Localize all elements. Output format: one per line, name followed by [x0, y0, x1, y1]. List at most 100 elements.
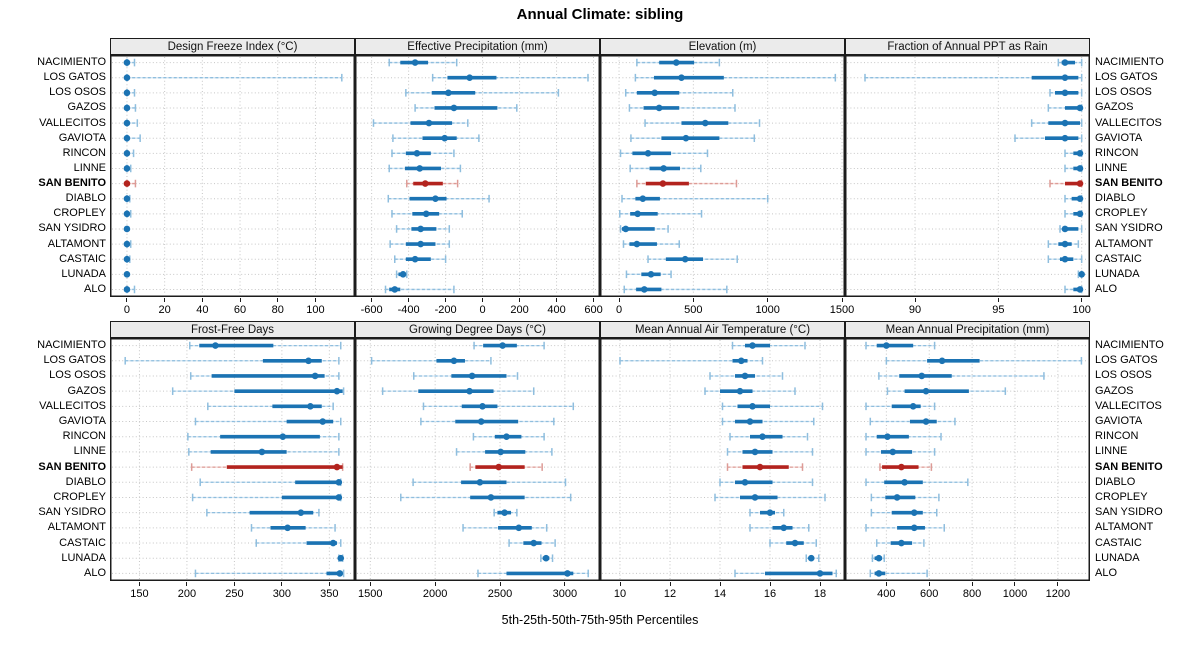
median-dot — [333, 463, 341, 471]
median-dot — [938, 357, 946, 365]
site-label-right-castaic: CASTAIC — [1095, 536, 1142, 549]
site-label-left-castaic: CASTAIC — [59, 252, 106, 265]
percentile-series-cropley — [400, 493, 572, 502]
percentile-series-cropley — [191, 493, 343, 502]
median-dot — [1061, 119, 1069, 127]
median-dot — [503, 433, 510, 441]
median-dot — [736, 387, 744, 395]
percentile-series-los-gatos — [634, 73, 837, 82]
median-dot — [497, 448, 504, 456]
median-dot — [655, 104, 663, 112]
median-dot — [756, 463, 764, 471]
x-tick-label: 0 — [123, 304, 131, 316]
median-dot — [329, 539, 337, 547]
percentile-series-diablo — [865, 478, 969, 487]
median-dot — [875, 570, 883, 577]
x-axis-tick — [1057, 582, 1059, 586]
percentile-series-diablo — [621, 194, 769, 203]
panel-border — [110, 338, 355, 581]
panel-header-growing-degree-days-c: Growing Degree Days (°C) — [355, 321, 600, 338]
median-dot — [884, 433, 891, 441]
x-axis-tick — [126, 298, 128, 302]
median-dot — [411, 59, 419, 66]
x-axis-tick — [369, 582, 371, 586]
median-dot — [542, 554, 550, 562]
percentile-series-vallecitos — [372, 119, 469, 127]
site-label-right-vallecitos: VALLECITOS — [1095, 116, 1162, 129]
median-dot — [515, 524, 523, 532]
percentile-series-alo — [194, 569, 345, 578]
median-dot — [417, 240, 424, 248]
site-label-left-alo: ALO — [83, 566, 106, 579]
median-dot — [1061, 74, 1069, 81]
median-dot — [411, 255, 419, 263]
percentile-series-alo — [1064, 285, 1084, 294]
percentile-series-gazos — [381, 387, 535, 395]
site-label-right-nacimiento: NACIMIENTO — [1095, 339, 1164, 352]
median-dot — [1076, 180, 1084, 187]
x-tick-label: 20 — [158, 304, 171, 316]
x-axis-tick — [719, 582, 721, 586]
percentile-series-nacimiento — [1057, 58, 1083, 67]
median-dot — [780, 524, 788, 532]
percentile-series-san-ysidro — [395, 225, 451, 233]
site-label-left-nacimiento: NACIMIENTO — [37, 339, 106, 352]
panel-border — [600, 338, 845, 581]
percentile-series-san-benito — [879, 463, 933, 471]
x-tick-label: 600 — [920, 588, 939, 600]
percentile-series-vallecitos — [207, 402, 334, 411]
median-dot — [639, 195, 647, 202]
median-dot — [450, 357, 458, 365]
median-dot — [922, 418, 930, 425]
percentile-series-lunada — [1077, 270, 1085, 279]
percentile-series-san-ysidro — [493, 508, 518, 517]
percentile-series-altamont — [622, 240, 680, 248]
median-dot — [889, 448, 897, 456]
median-dot — [445, 89, 452, 97]
percentile-series-los-gatos — [619, 356, 764, 365]
panel-border — [110, 55, 355, 297]
chart-title: Annual Climate: sibling — [516, 6, 684, 23]
percentile-series-rincon — [729, 432, 809, 441]
site-label-left-cropley: CROPLEY — [53, 490, 106, 503]
site-label-right-los-osos: LOS OSOS — [1095, 86, 1152, 99]
x-axis-tick — [1014, 582, 1016, 586]
percentile-series-altamont — [865, 524, 945, 532]
site-label-right-los-osos: LOS OSOS — [1095, 369, 1152, 382]
site-label-left-linne: LINNE — [73, 161, 106, 174]
median-dot — [651, 89, 659, 97]
site-label-right-cropley: CROPLEY — [1095, 207, 1148, 220]
median-dot — [123, 104, 131, 112]
median-dot — [279, 433, 287, 441]
median-dot — [123, 59, 131, 66]
site-label-right-cropley: CROPLEY — [1095, 490, 1148, 503]
site-label-left-san-benito: SAN BENITO — [38, 177, 106, 190]
x-tick-label: 16 — [763, 588, 777, 600]
percentile-series-gaviota — [392, 134, 480, 142]
median-dot — [1076, 104, 1084, 112]
median-dot — [682, 134, 690, 142]
x-axis-tick — [499, 582, 501, 586]
percentile-series-alo — [384, 285, 455, 294]
site-label-left-san-ysidro: SAN YSIDRO — [38, 506, 106, 519]
median-dot — [791, 539, 799, 547]
median-dot — [450, 104, 458, 112]
median-dot — [737, 357, 745, 365]
median-dot — [681, 255, 689, 263]
site-label-right-altamont: ALTAMONT — [1095, 521, 1154, 534]
panel-border — [600, 55, 845, 297]
percentile-series-los-osos — [123, 89, 136, 97]
x-axis-tick — [519, 298, 521, 302]
percentile-series-los-gatos — [124, 356, 340, 365]
site-label-right-vallecitos: VALLECITOS — [1095, 399, 1162, 412]
median-dot — [898, 539, 905, 547]
median-dot — [479, 403, 486, 410]
site-label-left-vallecitos: VALLECITOS — [39, 399, 106, 412]
percentile-series-altamont — [389, 240, 451, 248]
x-tick-label: 250 — [225, 588, 244, 600]
median-dot — [297, 509, 305, 516]
site-label-right-alo: ALO — [1095, 282, 1118, 295]
x-axis-tick — [281, 582, 283, 586]
site-label-right-gaviota: GAVIOTA — [1095, 131, 1143, 144]
site-label-left-san-benito: SAN BENITO — [38, 460, 106, 473]
